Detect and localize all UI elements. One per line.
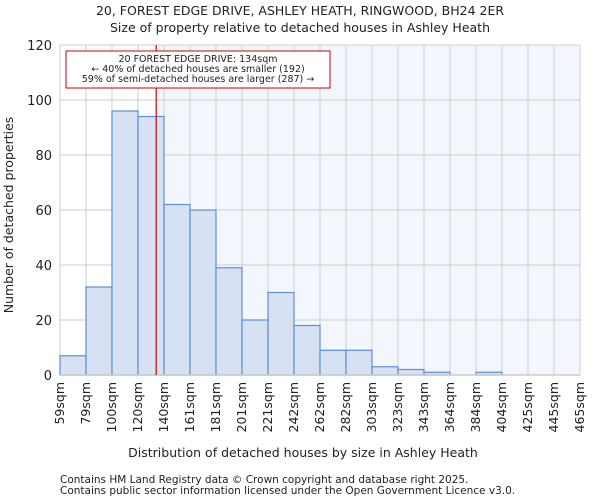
histogram-bar: [267, 291, 295, 376]
x-tick-label: 221sqm: [260, 382, 275, 432]
x-axis-label: Distribution of detached houses by size …: [128, 445, 478, 460]
x-tick-label: 262sqm: [312, 382, 327, 432]
x-tick-label: 140sqm: [156, 382, 171, 432]
y-axis-label: Number of detached properties: [1, 117, 16, 314]
x-tick-label: 120sqm: [130, 382, 145, 432]
histogram-bar: [371, 366, 399, 376]
y-tick-label: 0: [44, 369, 52, 384]
x-tick-label: 100sqm: [104, 382, 119, 432]
y-tick-label: 60: [35, 204, 52, 219]
x-tick-label: 343sqm: [416, 382, 431, 432]
x-tick-label: 425sqm: [520, 382, 535, 432]
histogram-bar: [397, 368, 425, 376]
histogram-bar: [293, 324, 321, 376]
footer-line-2: Contains public sector information licen…: [60, 485, 515, 497]
x-tick-label: 303sqm: [364, 382, 379, 432]
x-tick-label: 161sqm: [182, 382, 197, 432]
y-tick-label: 40: [35, 259, 52, 274]
histogram-bar: [319, 349, 347, 376]
annotation-line: ← 40% of detached houses are smaller (19…: [91, 64, 304, 75]
x-tick-label: 364sqm: [442, 382, 457, 432]
y-tick-label: 100: [27, 94, 52, 109]
histogram-bar: [85, 286, 113, 376]
x-tick-label: 201sqm: [234, 382, 249, 432]
histogram-bar: [215, 267, 243, 376]
x-tick-label: 242sqm: [286, 382, 301, 432]
chart-subtitle: Size of property relative to detached ho…: [110, 20, 490, 35]
x-tick-label: 404sqm: [494, 382, 509, 432]
x-tick-label: 181sqm: [208, 382, 223, 432]
x-tick-label: 384sqm: [468, 382, 483, 432]
annotation-line: 59% of semi-detached houses are larger (…: [82, 74, 315, 85]
histogram-bar: [59, 355, 87, 376]
x-tick-label: 465sqm: [572, 382, 587, 432]
y-tick-label: 20: [35, 314, 52, 329]
footer-line-1: Contains HM Land Registry data © Crown c…: [60, 474, 468, 486]
y-tick-label: 120: [27, 39, 52, 54]
chart-title: 20, FOREST EDGE DRIVE, ASHLEY HEATH, RIN…: [96, 3, 504, 18]
x-tick-label: 79sqm: [78, 382, 93, 425]
histogram-bar: [163, 203, 191, 376]
x-tick-label: 59sqm: [52, 382, 67, 425]
histogram-bar: [137, 115, 165, 376]
histogram-bar: [345, 349, 373, 376]
x-tick-label: 282sqm: [338, 382, 353, 432]
annotation-box: [65, 50, 331, 89]
histogram-bar: [189, 209, 217, 376]
x-tick-label: 445sqm: [546, 382, 561, 432]
histogram-bar: [241, 319, 269, 376]
histogram-bar: [111, 110, 139, 376]
annotation-line: 20 FOREST EDGE DRIVE: 134sqm: [118, 54, 277, 65]
y-tick-label: 80: [35, 149, 52, 164]
x-tick-label: 323sqm: [390, 382, 405, 432]
